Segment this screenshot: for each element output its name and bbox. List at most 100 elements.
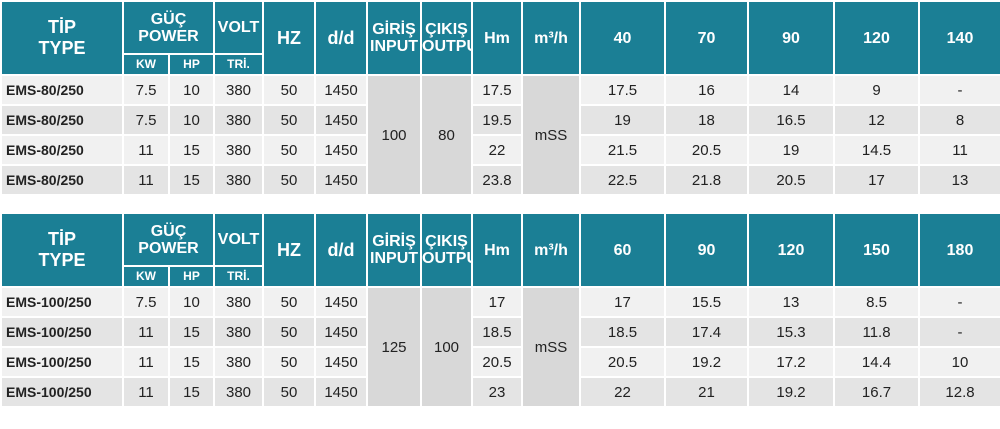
value-cell: 15	[167, 376, 216, 408]
value-cell: 17.5	[471, 74, 524, 106]
value-cell: 17.5	[579, 74, 667, 106]
value-cell: 15	[167, 134, 216, 166]
output-label: OUTPUT	[422, 250, 470, 267]
value-cell: 15.3	[747, 316, 836, 348]
rpm-header: d/d	[314, 212, 369, 288]
value-cell: 13	[918, 164, 1000, 196]
kw-header: KW	[122, 265, 170, 288]
value-cell: 22	[579, 376, 667, 408]
value-cell: 21.8	[664, 164, 750, 196]
value-cell: 380	[213, 376, 265, 408]
value-cell: 20.5	[471, 346, 524, 378]
value-cell: 12	[833, 104, 921, 136]
value-cell: 380	[213, 74, 265, 106]
power-header: GÜÇ POWER	[121, 0, 216, 55]
output-cell: 80	[420, 74, 474, 196]
value-cell: 50	[262, 104, 317, 136]
head-header: Hm	[471, 212, 524, 288]
hp-header: HP	[167, 265, 216, 288]
value-cell: 380	[213, 286, 265, 318]
value-cell: 15	[167, 164, 216, 196]
data-row: EMS-100/250 11 15 380 50 1450 23 22 21 19.2 16.7 12…	[0, 376, 1000, 408]
flow-header: 150	[833, 212, 921, 288]
value-cell: 12.8	[918, 376, 1000, 408]
spec-table: TİP TYPE GÜÇ POWER VOLT HZ d/d GİRİŞ INPUT ÇIKIŞ O…	[0, 0, 1000, 196]
volt-header: VOLT	[213, 0, 265, 55]
value-cell: 11	[122, 316, 170, 348]
data-row: EMS-80/250 11 15 380 50 1450 22 21.5 20.5 19 14.5 1…	[0, 134, 1000, 166]
data-row: EMS-80/250 11 15 380 50 1450 23.8 22.5 21.8 20.5 1…	[0, 164, 1000, 196]
flow-unit-header: m³/h	[521, 0, 582, 76]
value-cell: 23	[471, 376, 524, 408]
value-cell: 380	[213, 104, 265, 136]
value-cell: 18	[664, 104, 750, 136]
value-cell: -	[918, 286, 1000, 318]
output-header: ÇIKIŞOUTPUT	[420, 0, 474, 76]
value-cell: 21.5	[579, 134, 667, 166]
data-row: EMS-100/250 11 15 380 50 1450 18.5 18.5 17.4 15.3…	[0, 316, 1000, 348]
value-cell: 20.5	[579, 346, 667, 378]
value-cell: 9	[833, 74, 921, 106]
value-cell: 50	[262, 376, 317, 408]
value-cell: 13	[747, 286, 836, 318]
value-cell: -	[918, 316, 1000, 348]
input-cell: 100	[366, 74, 423, 196]
value-cell: 10	[167, 286, 216, 318]
value-cell: 7.5	[122, 74, 170, 106]
value-cell: 21	[664, 376, 750, 408]
value-cell: 16.7	[833, 376, 921, 408]
value-cell: 1450	[314, 346, 369, 378]
type-label: TİP	[47, 17, 76, 37]
value-cell: 1450	[314, 164, 369, 196]
value-cell: 11	[918, 134, 1000, 166]
value-cell: 19	[747, 134, 836, 166]
value-cell: 1450	[314, 376, 369, 408]
input-label: INPUT	[370, 250, 419, 267]
value-cell: 16	[664, 74, 750, 106]
value-cell: 11.8	[833, 316, 921, 348]
value-cell: 18.5	[471, 316, 524, 348]
value-cell: 10	[918, 346, 1000, 378]
flow-header: 180	[918, 212, 1000, 288]
value-cell: 22.5	[579, 164, 667, 196]
data-row: EMS-80/250 7.5 10 380 50 1450 19.5 19 18 16.5 12 8	[0, 104, 1000, 136]
value-cell: 11	[122, 346, 170, 378]
value-cell: 50	[262, 134, 317, 166]
value-cell: 15	[167, 346, 216, 378]
model-cell: EMS-100/250	[0, 376, 124, 408]
value-cell: 50	[262, 346, 317, 378]
type-label: TİP	[47, 229, 76, 249]
hz-header: HZ	[262, 212, 317, 288]
subheader-row: KW HP TRİ.	[1, 265, 1000, 288]
value-cell: 14	[747, 74, 836, 106]
data-row: EMS-100/250 7.5 10 380 50 1450 125 100 17 mSS 17 15…	[0, 286, 1000, 408]
value-cell: 8	[918, 104, 1000, 136]
value-cell: 15	[167, 316, 216, 348]
input-label: GİRİŞ	[372, 233, 416, 250]
value-cell: 17.4	[664, 316, 750, 348]
value-cell: 17	[471, 286, 524, 318]
rpm-header: d/d	[314, 0, 369, 76]
flow-unit-header: m³/h	[521, 212, 582, 288]
value-cell: 18.5	[579, 316, 667, 348]
type-header: TİP TYPE	[0, 0, 124, 76]
value-cell: 15.5	[664, 286, 750, 318]
tri-header: TRİ.	[213, 53, 265, 76]
value-cell: 380	[213, 346, 265, 378]
flow-header: 140	[918, 0, 1000, 76]
power-label: POWER	[138, 27, 199, 45]
value-cell: 8.5	[833, 286, 921, 318]
model-cell: EMS-100/250	[0, 346, 124, 378]
type-label: TYPE	[38, 38, 86, 58]
value-cell: 50	[262, 286, 317, 318]
output-cell: 100	[420, 286, 474, 408]
value-cell: 19	[579, 104, 667, 136]
subheader-row: KW HP TRİ.	[1, 53, 1000, 76]
type-header: TİP TYPE	[0, 212, 124, 288]
value-cell: 19.2	[747, 376, 836, 408]
value-cell: 1450	[314, 286, 369, 318]
value-cell: 50	[262, 74, 317, 106]
value-cell: 14.5	[833, 134, 921, 166]
value-cell: 19.5	[471, 104, 524, 136]
